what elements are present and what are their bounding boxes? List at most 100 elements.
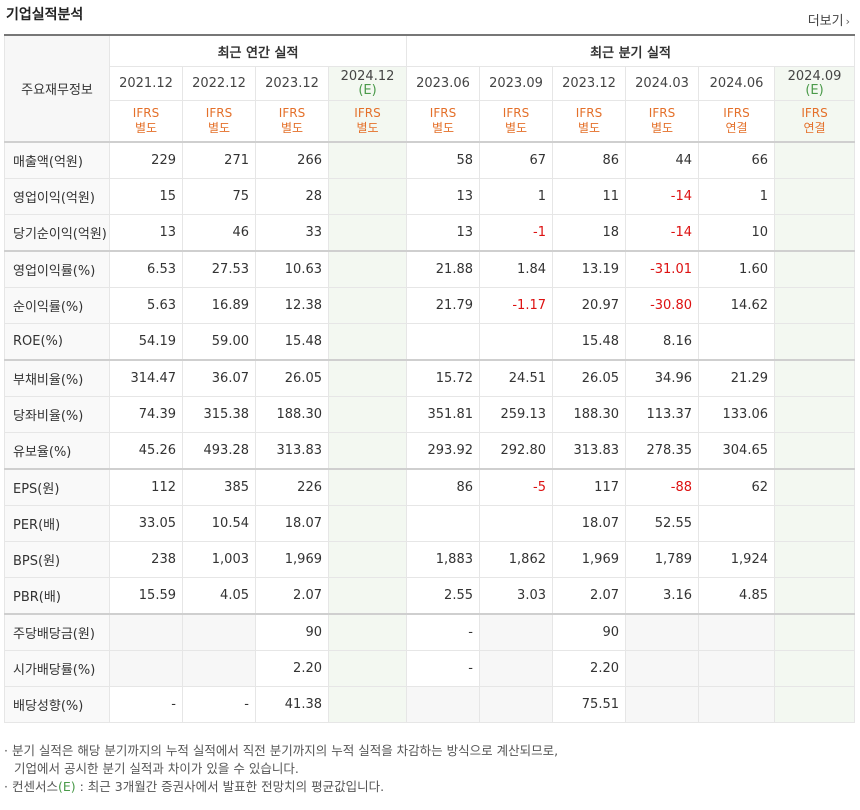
table-row: 부채비율(%) 314.47 36.07 26.05 15.72 24.51 26.05 34… — [4, 359, 856, 397]
table-cell: 6.53 — [109, 250, 183, 288]
accounting-standard: IFRS 별도 — [625, 100, 699, 143]
table-cell: 493.28 — [182, 432, 256, 470]
table-cell: 10.63 — [255, 250, 329, 288]
table-cell: 11 — [552, 178, 626, 215]
table-cell: 10 — [698, 214, 775, 252]
table-cell — [479, 505, 553, 542]
table-cell: 62 — [698, 468, 775, 506]
table-cell: 188.30 — [255, 396, 329, 433]
table-cell: 58 — [406, 141, 480, 179]
table-cell: 2.20 — [255, 650, 329, 687]
table-cell: 90 — [255, 613, 329, 651]
table-cell: 2.07 — [255, 577, 329, 615]
table-cell — [773, 577, 856, 615]
period-header: 2023.12 — [255, 66, 329, 101]
row-label: 유보율(%) — [4, 432, 110, 470]
table-cell: 75 — [182, 178, 256, 215]
table-cell: 21.79 — [406, 287, 480, 324]
row-label: BPS(원) — [4, 541, 110, 578]
table-cell: 18 — [552, 214, 626, 252]
table-cell: 133.06 — [698, 396, 775, 433]
table-cell — [698, 613, 775, 651]
table-cell: 41.38 — [255, 686, 329, 723]
table-cell — [625, 650, 699, 687]
accounting-standard: IFRS 별도 — [109, 100, 183, 143]
row-label: ROE(%) — [4, 323, 110, 361]
table-cell: 90 — [552, 613, 626, 651]
footnote-1-cont: 기업에서 공시한 분기 실적과 차이가 있을 수 있습니다. — [14, 761, 299, 776]
table-cell: 33.05 — [109, 505, 183, 542]
table-cell: 10.54 — [182, 505, 256, 542]
row-label: 영업이익률(%) — [4, 250, 110, 288]
accounting-standard: IFRS 별도 — [182, 100, 256, 143]
table-cell — [479, 613, 553, 651]
period-header: 2022.12 — [182, 66, 256, 101]
table-cell: 304.65 — [698, 432, 775, 470]
table-cell: 66 — [698, 141, 775, 179]
table-row: 유보율(%) 45.26 493.28 313.83 293.92 292.80 313.8… — [4, 432, 856, 470]
table-cell — [479, 323, 553, 361]
table-cell — [182, 613, 256, 651]
table-cell: 15.72 — [406, 359, 480, 397]
table-cell — [328, 287, 407, 324]
table-cell — [773, 323, 856, 361]
table-cell: 292.80 — [479, 432, 553, 470]
table-cell: 2.07 — [552, 577, 626, 615]
table-row: EPS(원) 112 385 226 86 -5 117 -88 62 — [4, 468, 856, 506]
table-cell: - — [406, 613, 480, 651]
table-cell: 5.63 — [109, 287, 183, 324]
table-cell: 271 — [182, 141, 256, 179]
table-cell — [328, 141, 407, 179]
table-row: 배당성향(%) - -41.38 75.51 — [4, 686, 856, 723]
table-cell: 13 — [406, 214, 480, 252]
table-cell — [328, 250, 407, 288]
table-row: PBR(배) 15.59 4.05 2.07 2.55 3.03 2.07 3.16 4.85 — [4, 577, 856, 615]
table-cell: 315.38 — [182, 396, 256, 433]
table-cell: 13 — [406, 178, 480, 215]
table-cell: -31.01 — [625, 250, 699, 288]
table-cell — [625, 686, 699, 723]
table-cell: - — [182, 686, 256, 723]
table-cell: 86 — [552, 141, 626, 179]
table-cell — [328, 214, 407, 252]
table-cell — [479, 686, 553, 723]
table-cell: -1.17 — [479, 287, 553, 324]
accounting-standard: IFRS 별도 — [552, 100, 626, 143]
table-cell — [109, 650, 183, 687]
accounting-standard: IFRS 연결 — [773, 100, 856, 143]
table-cell — [773, 650, 856, 687]
more-label: 더보기 — [807, 14, 844, 29]
table-cell: 1,789 — [625, 541, 699, 578]
table-cell: 15.48 — [552, 323, 626, 361]
table-cell — [773, 468, 856, 506]
table-row: 영업이익률(%) 6.53 27.53 10.63 21.88 1.84 13.19 -31.… — [4, 250, 856, 288]
table-row: PER(배) 33.05 10.54 18.07 18.07 52.55 — [4, 505, 856, 542]
row-label: PBR(배) — [4, 577, 110, 615]
table-cell: 18.07 — [255, 505, 329, 542]
table-cell — [328, 686, 407, 723]
table-cell — [773, 250, 856, 288]
period-header: 2021.12 — [109, 66, 183, 101]
footnote-1: · 분기 실적은 해당 분기까지의 누적 실적에서 직전 분기까지의 누적 실적… — [4, 743, 559, 758]
table-cell: 26.05 — [255, 359, 329, 397]
table-row: 주당배당금(원) 90 - 90 — [4, 613, 856, 651]
financial-table: 주요재무정보 최근 연간 실적 최근 분기 실적 2021.12 2022.12 2… — [4, 34, 856, 723]
table-cell — [773, 613, 856, 651]
table-cell — [773, 178, 856, 215]
row-label: 당좌비율(%) — [4, 396, 110, 433]
table-cell: 26.05 — [552, 359, 626, 397]
table-row: 영업이익(억원) 15 75 28 13 1 11 -14 1 — [4, 178, 856, 215]
period-header: 2024.06 — [698, 66, 775, 101]
table-cell: 12.38 — [255, 287, 329, 324]
table-cell — [773, 396, 856, 433]
more-link[interactable]: 더보기 › — [808, 10, 850, 29]
table-cell: 28 — [255, 178, 329, 215]
table-cell: 15.59 — [109, 577, 183, 615]
table-row: 시가배당률(%) 2.20 - 2.20 — [4, 650, 856, 687]
table-cell — [625, 613, 699, 651]
table-cell: 21.88 — [406, 250, 480, 288]
table-cell: 13 — [109, 214, 183, 252]
table-cell — [773, 686, 856, 723]
accounting-standard: IFRS 별도 — [479, 100, 553, 143]
